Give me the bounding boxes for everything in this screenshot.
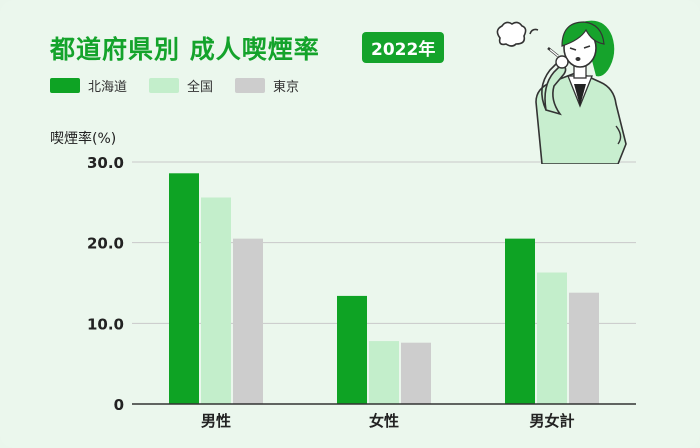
legend: 北海道 全国 東京: [50, 76, 321, 95]
x-tick-label: 女性: [369, 412, 399, 430]
legend-swatch-hokkaido: [50, 77, 80, 93]
legend-label-national: 全国: [187, 79, 214, 95]
x-tick-label: 男性: [201, 412, 231, 430]
legend-swatch-tokyo: [235, 77, 266, 93]
bar: [401, 342, 431, 404]
y-tick-label: 30.0: [87, 154, 124, 172]
y-tick-label: 20.0: [87, 235, 124, 253]
y-tick-label: 10.0: [87, 315, 124, 333]
legend-item-tokyo: 東京: [235, 76, 299, 95]
bar: [369, 341, 399, 404]
bar: [569, 292, 599, 404]
bar: [337, 295, 367, 404]
x-tick-label: 男女計: [529, 412, 574, 430]
y-tick-label: 0: [114, 396, 124, 414]
bar: [233, 238, 263, 404]
bar: [201, 197, 231, 404]
year-badge: 2022年: [362, 32, 445, 63]
chart-title: 都道府県別 成人喫煙率: [50, 35, 320, 64]
bar: [537, 272, 567, 404]
legend-item-national: 全国: [149, 76, 213, 95]
bar: [169, 173, 199, 404]
y-axis-label: 喫煙率(%): [50, 131, 117, 147]
legend-label-hokkaido: 北海道: [88, 79, 128, 95]
legend-label-tokyo: 東京: [273, 79, 300, 95]
legend-item-hokkaido: 北海道: [50, 76, 127, 95]
bar: [505, 238, 535, 404]
woman-smoking-illustration: [496, 20, 627, 164]
legend-swatch-national: [149, 77, 180, 93]
smoke-puff-icon: [496, 21, 539, 47]
